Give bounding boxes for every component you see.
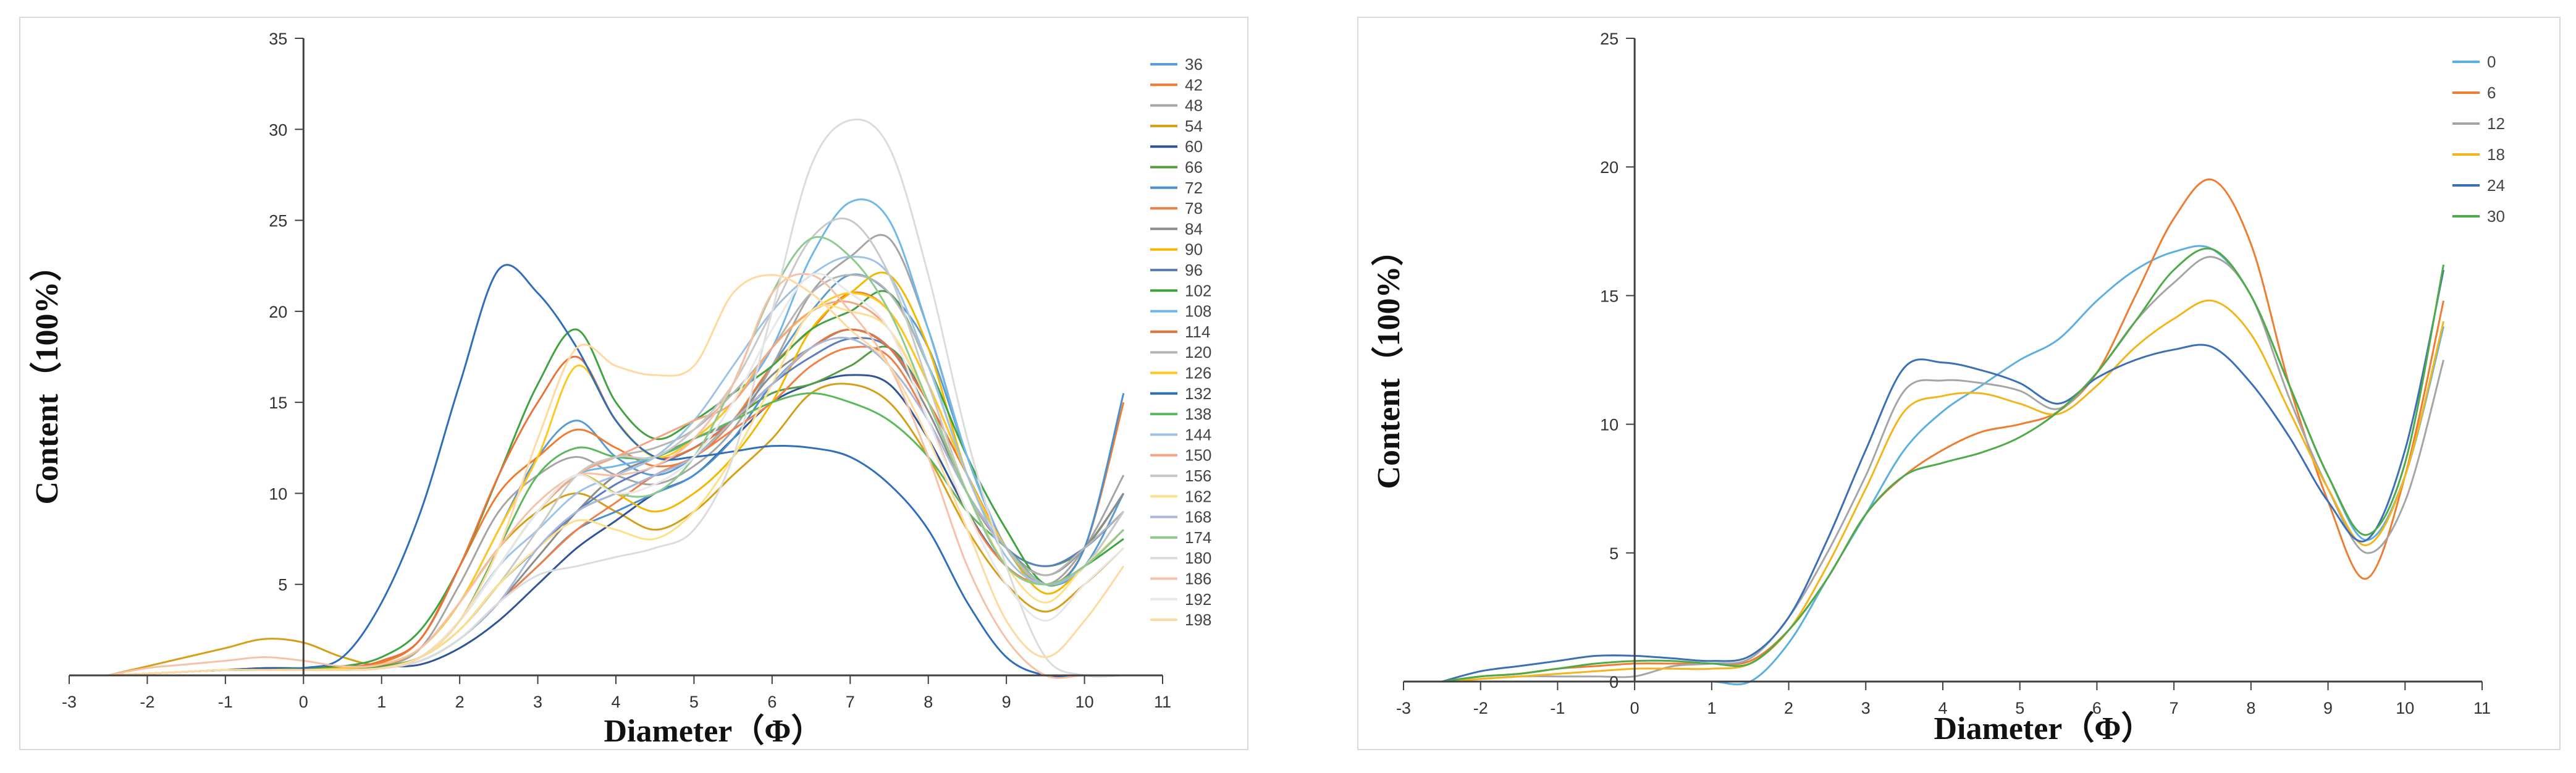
chart-left-x-tick-label: 5 [689,693,699,711]
chart-right-y-tick-label: 15 [1600,287,1618,305]
chart-left-x-tick-label: -1 [218,693,233,711]
chart-left-x-tick-label: 11 [1154,693,1171,711]
chart-right-x-axis-title: Diameter（Φ） [1934,711,2153,746]
chart-left-legend-label: 192 [1185,590,1211,609]
chart-left-legend-label: 120 [1185,343,1211,361]
chart-left-legend-label: 36 [1185,55,1203,74]
chart-left-x-axis-title: Diameter（Φ） [604,713,823,749]
chart-right-legend-label: 12 [2487,114,2505,133]
chart-left-legend-label: 96 [1185,261,1203,279]
chart-right-x-tick-label: -1 [1550,699,1565,717]
chart-left-x-tick-label: 1 [377,693,386,711]
chart-left-legend-label: 102 [1185,281,1211,300]
chart-left-legend-label: 108 [1185,302,1211,321]
chart-left-y-tick-label: 30 [269,120,287,139]
chart-left-legend-label: 150 [1185,446,1211,465]
chart-right-legend-label: 18 [2487,145,2505,164]
chart-right-legend-label: 6 [2487,83,2496,102]
chart-left-y-tick-label: 20 [269,303,287,321]
chart-left-x-tick-label: -3 [62,693,77,711]
chart-left-legend-label: 54 [1185,117,1203,135]
chart-left-x-tick-label: 8 [924,693,933,711]
chart-right-x-tick-label: -2 [1473,699,1488,717]
chart-right-x-tick-label: 7 [2170,699,2179,717]
chart-left-legend-label: 90 [1185,240,1203,259]
chart-right-x-tick-label: 1 [1707,699,1716,717]
chart-right-y-axis-title: Content（100%） [1371,234,1407,489]
chart-left-y-tick-label: 15 [269,394,287,412]
chart-right-y-tick-label: 20 [1600,158,1618,177]
chart-right-x-tick-label: 2 [1784,699,1793,717]
chart-right-x-tick-label: -3 [1396,699,1411,717]
chart-left-legend-label: 132 [1185,384,1211,403]
chart-right-x-tick-label: 5 [2015,699,2024,717]
chart-left-x-tick-label: 0 [299,693,308,711]
chart-left-series-132 [108,264,1124,678]
chart-right-frame [1357,17,2561,750]
chart-left-y-tick-label: 10 [269,484,287,503]
chart-left-legend-label: 42 [1185,75,1203,94]
chart-left-legend-label: 60 [1185,137,1203,156]
chart-left-x-tick-label: 7 [846,693,855,711]
chart-left-legend-label: 186 [1185,570,1211,588]
chart-left-legend-label: 126 [1185,364,1211,382]
chart-right-legend-label: 30 [2487,207,2505,226]
chart-right-x-tick-label: 3 [1861,699,1871,717]
chart-right-series-12 [1442,256,2445,683]
chart-left-x-tick-label: 3 [533,693,542,711]
chart-left-x-tick-label: -2 [140,693,154,711]
chart-left-x-tick-label: 4 [611,693,620,711]
chart-right-legend-label: 24 [2487,176,2505,195]
chart-right-x-tick-label: 0 [1630,699,1639,717]
chart-left-y-tick-label: 5 [278,576,287,594]
chart-right-x-tick-label: 4 [1938,699,1947,717]
chart-right-legend-label: 0 [2487,53,2496,71]
chart-right-x-tick-label: 8 [2246,699,2255,717]
chart-right-x-tick-label: 11 [2473,699,2491,717]
chart-left-y-tick-label: 35 [269,30,287,48]
chart-right-x-tick-label: 10 [2396,699,2414,717]
chart-left-legend-label: 168 [1185,508,1211,526]
chart-left-series-198 [108,274,1125,677]
chart-left-legend-label: 66 [1185,158,1203,177]
chart-left-legend-label: 84 [1185,219,1203,238]
chart-left-legend-label: 78 [1185,199,1203,218]
chart-left-x-tick-label: 2 [455,693,465,711]
chart-left-legend-label: 114 [1185,323,1210,341]
chart-right-series-30 [1442,247,2445,683]
chart-left-frame [19,17,1248,750]
chart-left-y-axis-title: Content（100%） [29,249,65,504]
chart-right-y-tick-label: 25 [1600,30,1618,48]
chart-right-series-18 [1442,299,2445,683]
chart-right-series-6 [1442,178,2445,683]
chart-left-legend-label: 174 [1185,528,1211,547]
chart-right-y-tick-label: 0 [1609,673,1618,691]
chart-right-x-tick-label: 6 [2092,699,2102,717]
chart-left-legend-label: 180 [1185,549,1211,567]
chart-left-legend-label: 48 [1185,96,1203,115]
chart-left-legend-label: 144 [1185,425,1211,444]
chart-left-y-tick-label: 25 [269,212,287,230]
chart-left-x-tick-label: 9 [1002,693,1011,711]
chart-left-x-tick-label: 6 [767,693,777,711]
chart-right-x-tick-label: 9 [2323,699,2333,717]
chart-left-legend-label: 138 [1185,405,1211,423]
chart-left-legend-label: 162 [1185,487,1211,505]
chart-right-y-tick-label: 10 [1600,416,1618,434]
chart-right-panel: Content（100%） Diameter（Φ） -3 -2 -1 0 1 2 3 4 5 6 7… [1357,17,2561,750]
chart-left-panel: Content（100%） Diameter（Φ） -3 -2 -1 0 1 2 3 4 5 6 7… [19,17,1248,750]
chart-left-legend-label: 198 [1185,610,1211,629]
chart-left-legend-label: 156 [1185,467,1211,485]
chart-left-x-tick-label: 10 [1075,693,1094,711]
chart-right-y-tick-label: 5 [1609,544,1618,563]
chart-left-legend-label: 72 [1185,179,1203,197]
